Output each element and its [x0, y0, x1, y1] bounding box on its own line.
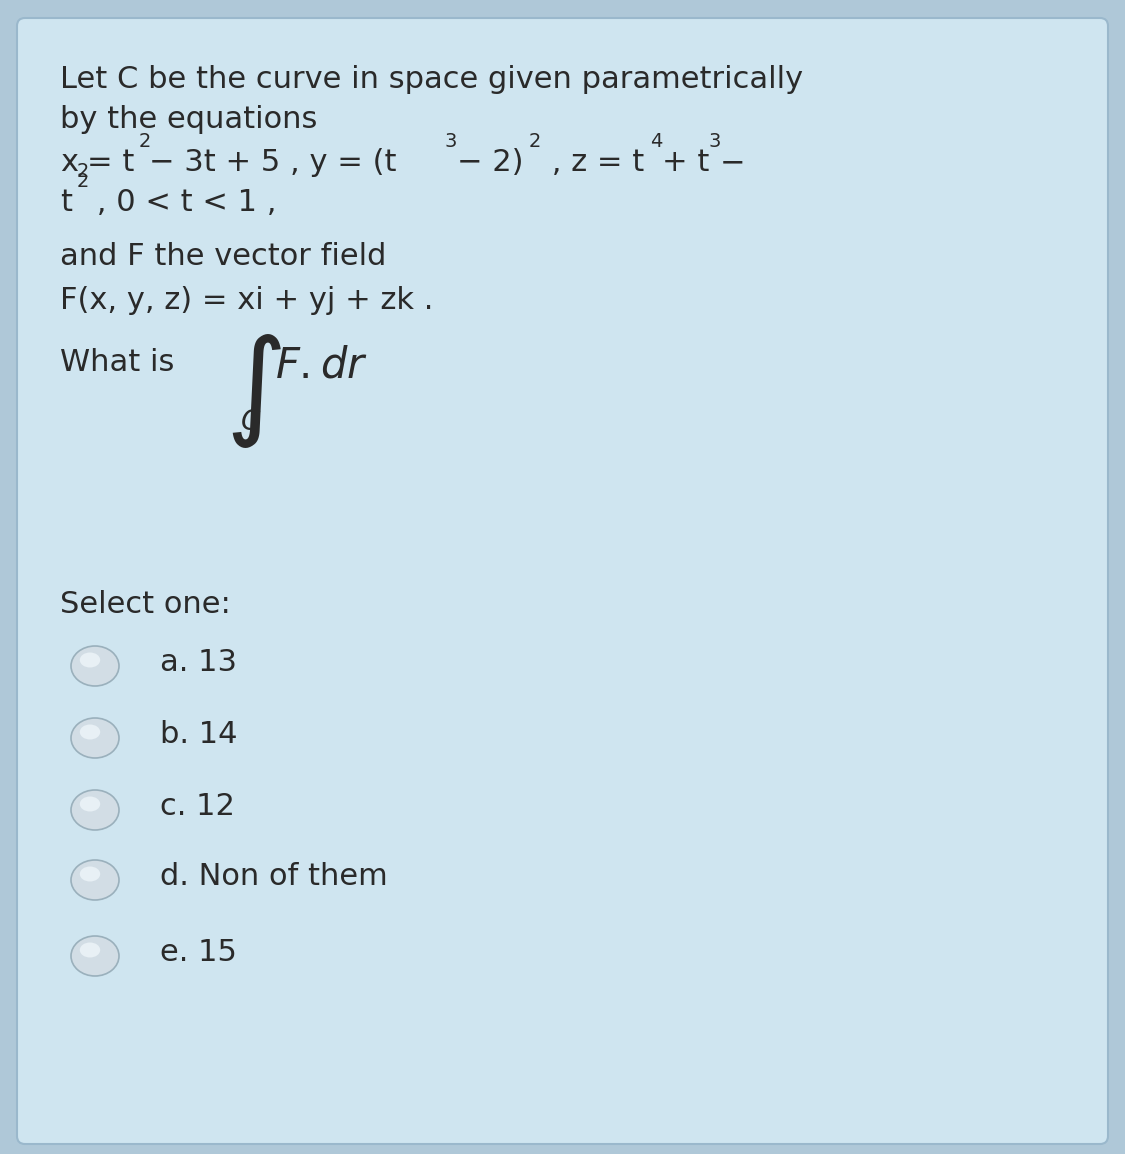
Text: a. 13: a. 13 — [160, 649, 237, 677]
Text: −: − — [720, 148, 746, 177]
Text: 2: 2 — [529, 132, 541, 151]
Text: Let C be the curve in space given parametrically: Let C be the curve in space given parame… — [60, 65, 803, 93]
Ellipse shape — [80, 796, 100, 811]
Text: $\mathit{C}$: $\mathit{C}$ — [240, 409, 261, 436]
Text: 3: 3 — [444, 132, 457, 151]
Ellipse shape — [80, 652, 100, 667]
Text: 2: 2 — [76, 172, 89, 192]
Text: = t: = t — [87, 148, 134, 177]
Text: − 3t + 5 , y = (t: − 3t + 5 , y = (t — [148, 148, 396, 177]
Text: + t: + t — [662, 148, 710, 177]
Text: and F the vector field: and F the vector field — [60, 242, 386, 271]
Text: e. 15: e. 15 — [160, 938, 237, 967]
Text: x: x — [60, 148, 78, 177]
Text: 4: 4 — [650, 132, 663, 151]
Text: $\mathit{F.dr}$: $\mathit{F.dr}$ — [274, 345, 368, 387]
Ellipse shape — [80, 725, 100, 740]
Text: b. 14: b. 14 — [160, 720, 237, 749]
Text: t: t — [60, 188, 72, 217]
Ellipse shape — [71, 936, 119, 976]
Text: − 2): − 2) — [457, 148, 523, 177]
Ellipse shape — [80, 943, 100, 958]
Text: Select one:: Select one: — [60, 590, 231, 619]
Text: F(x, y, z) = xi + yj + zk .: F(x, y, z) = xi + yj + zk . — [60, 286, 433, 315]
Text: c. 12: c. 12 — [160, 792, 235, 820]
Ellipse shape — [71, 790, 119, 830]
Ellipse shape — [71, 646, 119, 685]
Text: by the equations: by the equations — [60, 105, 317, 134]
Text: d. Non of them: d. Non of them — [160, 862, 388, 891]
Text: , 0 < t < 1 ,: , 0 < t < 1 , — [87, 188, 277, 217]
Ellipse shape — [71, 718, 119, 758]
Text: , z = t: , z = t — [542, 148, 645, 177]
Text: 3: 3 — [708, 132, 720, 151]
Text: What is: What is — [60, 349, 174, 377]
Ellipse shape — [80, 867, 100, 882]
Ellipse shape — [71, 860, 119, 900]
Text: $\int$: $\int$ — [225, 332, 281, 450]
FancyBboxPatch shape — [17, 18, 1108, 1144]
Text: 2: 2 — [76, 162, 89, 181]
Text: 2: 2 — [140, 132, 152, 151]
